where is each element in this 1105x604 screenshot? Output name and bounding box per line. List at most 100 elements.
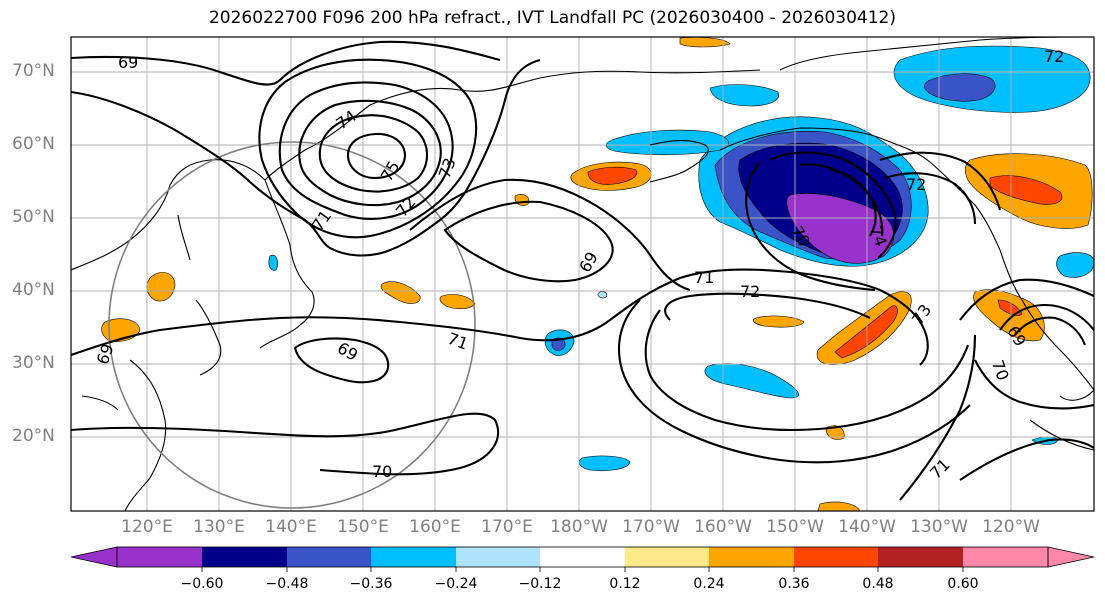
- contour-69-north: [71, 40, 501, 86]
- negative-patch-hawaii-north: [704, 363, 800, 399]
- contour-70-south: [71, 412, 500, 476]
- lon-label: 130°W: [910, 517, 968, 537]
- contour-label: 72: [906, 175, 926, 194]
- contour-69-subtrop: [293, 337, 390, 384]
- positive-region-kamchatka-core: [587, 166, 638, 185]
- colorbar-segment: [878, 547, 963, 567]
- lon-label: 180°W: [550, 517, 608, 537]
- colorbar-frame: [116, 546, 1049, 568]
- lon-label: 120°W: [982, 517, 1040, 537]
- lat-label: 40°N: [12, 280, 55, 300]
- positive-patch-small-4: [817, 501, 861, 511]
- negative-patch-midpacific-core: [551, 337, 566, 351]
- lon-label: 170°E: [481, 517, 533, 537]
- colorbar-tick-label: 0.24: [693, 576, 725, 592]
- contour-73-bc: [879, 151, 1002, 211]
- colorbar-segment: [540, 547, 625, 567]
- contour-high-71: [258, 58, 478, 239]
- lon-label: 140°W: [838, 517, 896, 537]
- colorbar-tick-label: −0.24: [434, 576, 478, 592]
- lat-label: 20°N: [12, 426, 55, 446]
- contour-high-70: [71, 58, 541, 257]
- contour-72-trough: [644, 309, 969, 431]
- contour-label: 69: [118, 53, 138, 72]
- positive-region-ca: [973, 289, 1045, 342]
- contour-74-gulf: [829, 168, 877, 237]
- contour-label: 72: [740, 282, 760, 301]
- positive-region-ca-core: [997, 299, 1023, 316]
- contour-label: 71: [694, 268, 714, 287]
- lon-label: 140°E: [265, 517, 317, 537]
- lon-label: 150°E: [337, 517, 389, 537]
- colorbar-tick-label: −0.12: [518, 576, 562, 592]
- contour-label: 70: [372, 462, 392, 481]
- contour-74-bc: [884, 172, 977, 225]
- lat-label: 70°N: [12, 61, 55, 81]
- contour-70-east-2: [974, 359, 1094, 410]
- positive-patch-pacific-1: [380, 281, 421, 304]
- lat-label: 60°N: [12, 134, 55, 154]
- colorbar: [70, 546, 1095, 572]
- colorbar-segment: [794, 547, 878, 567]
- negative-patch-yellow-small: [597, 291, 608, 299]
- positive-patch-small-3: [825, 425, 845, 440]
- colorbar-tick-label: 0.36: [778, 576, 810, 592]
- lon-label: 160°W: [694, 517, 752, 537]
- lon-label: 130°E: [193, 517, 245, 537]
- colorbar-segment: [117, 547, 202, 567]
- colorbar-extend-right: [1047, 546, 1095, 568]
- colorbar-segment: [287, 547, 371, 567]
- contour-71-east: [899, 334, 977, 501]
- colorbar-segment: [202, 547, 287, 567]
- contour-72-south: [664, 292, 871, 321]
- colorbar-segment: [625, 547, 709, 567]
- lat-label: 30°N: [12, 353, 55, 373]
- positive-patch-pacific-2: [439, 294, 476, 310]
- colorbar-segment: [371, 547, 456, 567]
- negative-patch-hawaii: [578, 455, 631, 472]
- colorbar-tick-label: 0.12: [609, 576, 641, 592]
- contour-70-gulf: [769, 151, 897, 259]
- colorbar-extend-left: [70, 546, 118, 568]
- contour-high-73: [298, 99, 442, 207]
- colorbar-segment: [456, 547, 540, 567]
- contour-69-east: [999, 303, 1094, 331]
- contour-68-east: [1014, 316, 1086, 346]
- contour-70-east: [959, 278, 1094, 321]
- contour-72-east: [959, 438, 1094, 481]
- colorbar-tick-label: −0.60: [180, 576, 224, 592]
- contour-label: 72: [1044, 47, 1064, 66]
- negative-patch-us-coast: [1056, 252, 1094, 278]
- map-background: [71, 37, 1094, 511]
- lon-label: 120°E: [121, 517, 173, 537]
- contour-high-75: [346, 132, 407, 180]
- colorbar-segment: [709, 547, 794, 567]
- contour-71-gulf: [745, 161, 876, 292]
- lon-label: 160°E: [409, 517, 461, 537]
- negative-region-canada-core: [924, 73, 996, 102]
- contour-69-loop: [443, 200, 614, 283]
- lat-label: 50°N: [12, 207, 55, 227]
- map-frame: [70, 36, 1095, 512]
- refractivity-contours: [71, 40, 1094, 501]
- colorbar-tick-label: 0.48: [862, 576, 894, 592]
- negative-region-arctic: [709, 84, 780, 107]
- footprint-circle: [108, 141, 476, 509]
- contour-71-trough: [618, 299, 971, 464]
- colorbar-tick-label: −0.36: [349, 576, 393, 592]
- positive-region-bc-core: [989, 175, 1063, 205]
- colorbar-tick-label: −0.48: [265, 576, 309, 592]
- coastlines: [71, 37, 1094, 511]
- contour-high-74: [318, 114, 429, 193]
- map-title: 2026022700 F096 200 hPa refract., IVT La…: [208, 8, 896, 28]
- positive-region-subtropical-core: [834, 305, 898, 359]
- lon-label: 150°W: [766, 517, 824, 537]
- positive-patch-hawaii-n: [752, 315, 805, 328]
- colorbar-tick-label: 0.60: [947, 576, 979, 592]
- colorbar-segment: [963, 547, 1048, 567]
- negative-patch-japan-sea: [268, 254, 278, 271]
- contour-high-72: [278, 81, 454, 220]
- contour-71-midpac: [71, 268, 881, 356]
